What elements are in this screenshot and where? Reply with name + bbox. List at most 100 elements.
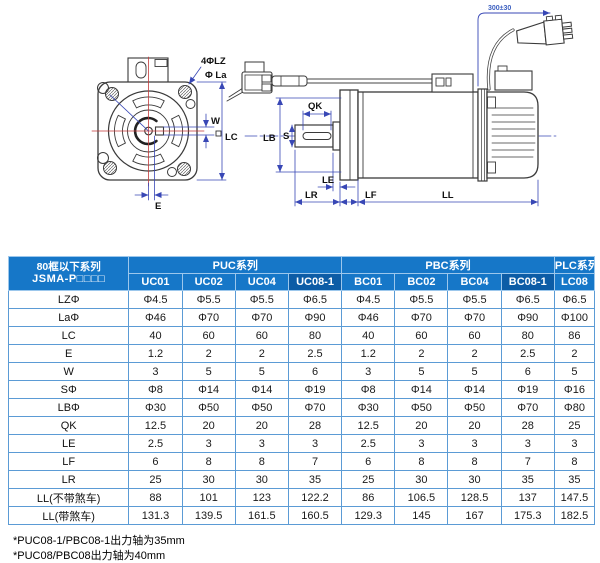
footnotes: *PUC08-1/PBC08-1出力轴为35mm *PUC08/PBC08出力轴… <box>13 534 600 563</box>
value-cell: 35 <box>287 470 343 489</box>
power-block <box>494 65 533 91</box>
value-cell: Φ70 <box>181 308 236 327</box>
value-cell: 30 <box>394 470 449 489</box>
value-cell: 8 <box>234 452 289 471</box>
power-plug <box>516 14 574 46</box>
value-cell: 3 <box>553 434 596 453</box>
value-cell: 123 <box>234 488 289 507</box>
value-cell: 12.5 <box>341 416 396 435</box>
table-row: LR 25 30 30 35 25 30 30 35 35 <box>7 470 596 489</box>
table-row: LL(带煞车) 131.3 139.5 161.5 160.5 129.3 145 167 17… <box>7 506 596 525</box>
value-cell: Φ50 <box>234 398 289 417</box>
value-cell: 25 <box>553 416 596 435</box>
value-cell: Φ46 <box>128 308 183 327</box>
value-cell: Φ70 <box>500 398 555 417</box>
value-cell: 5 <box>181 362 236 381</box>
value-cell: 160.5 <box>287 506 343 525</box>
table-row: LL(不带煞车) 88 101 123 122.2 86 106.5 128.5 137 147.… <box>7 488 596 507</box>
encoder-cable <box>306 78 433 84</box>
side-view: 300±30 QK LB S LE <box>226 5 574 207</box>
value-cell: 8 <box>181 452 236 471</box>
value-cell: 167 <box>447 506 502 525</box>
spec-table: 80框以下系列 JSMA-P□□□□ PUC系列 PBC系列 PLC系列 UC0… <box>7 256 596 525</box>
side-label-le: LE <box>322 175 334 186</box>
front-label-e: E <box>155 201 161 212</box>
value-cell: 147.5 <box>553 488 596 507</box>
table-row: LZΦ Φ4.5 Φ5.5 Φ5.5 Φ6.5 Φ4.5 Φ5.5 Φ5.5 Φ6.5 Φ6.5 <box>7 290 596 309</box>
value-cell: 2.5 <box>128 434 183 453</box>
value-cell: 60 <box>234 326 289 345</box>
value-cell: 35 <box>500 470 555 489</box>
value-cell: Φ14 <box>234 380 289 399</box>
value-cell: 20 <box>394 416 449 435</box>
value-cell: Φ19 <box>500 380 555 399</box>
value-cell: 5 <box>447 362 502 381</box>
value-cell: Φ50 <box>394 398 449 417</box>
value-cell: Φ30 <box>128 398 183 417</box>
separator-band <box>477 88 488 182</box>
value-cell: Φ5.5 <box>234 290 289 309</box>
cable-ferrule <box>271 75 308 87</box>
row-label: LL(不带煞车) <box>7 488 130 507</box>
value-cell: Φ100 <box>553 308 596 327</box>
side-label-lr: LR <box>305 190 318 201</box>
value-cell: 3 <box>181 434 236 453</box>
qk-dimension <box>302 110 332 131</box>
value-cell: 7 <box>287 452 343 471</box>
value-cell: 3 <box>234 434 289 453</box>
value-cell: 20 <box>234 416 289 435</box>
value-cell: 25 <box>341 470 396 489</box>
group-header-pbc: PBC系列 <box>341 256 555 274</box>
row-label: LR <box>7 470 130 489</box>
side-label-qk: QK <box>308 101 322 112</box>
row-label: LF <box>7 452 130 471</box>
value-cell: 182.5 <box>553 506 596 525</box>
column-header-BC04: BC04 <box>447 273 502 291</box>
value-cell: 12.5 <box>128 416 183 435</box>
value-cell: 3 <box>500 434 555 453</box>
value-cell: 60 <box>447 326 502 345</box>
value-cell: Φ8 <box>341 380 396 399</box>
value-cell: 80 <box>287 326 343 345</box>
lc-dimension <box>196 81 227 181</box>
shaft <box>294 124 334 148</box>
row-label: LL(带煞车) <box>7 506 130 525</box>
value-cell: 161.5 <box>234 506 289 525</box>
value-cell: 28 <box>500 416 555 435</box>
cable-length-dimension <box>477 10 551 87</box>
value-cell: 20 <box>181 416 236 435</box>
value-cell: 1.2 <box>341 344 396 363</box>
w-dimension <box>163 113 215 149</box>
value-cell: Φ90 <box>287 308 343 327</box>
value-cell: 2 <box>181 344 236 363</box>
table-row: QK 12.5 20 20 28 12.5 20 20 28 25 <box>7 416 596 435</box>
value-cell: 175.3 <box>500 506 555 525</box>
value-cell: 20 <box>447 416 502 435</box>
flange-slots <box>114 96 183 166</box>
value-cell: 129.3 <box>341 506 396 525</box>
side-label-ll: LL <box>442 190 454 201</box>
value-cell: Φ50 <box>447 398 502 417</box>
value-cell: 2.5 <box>500 344 555 363</box>
value-cell: Φ5.5 <box>394 290 449 309</box>
value-cell: 5 <box>394 362 449 381</box>
value-cell: 3 <box>341 362 396 381</box>
dimension-diagram: 4ΦLZ Φ La W LC E <box>91 5 574 212</box>
power-cable <box>486 28 515 91</box>
value-cell: Φ30 <box>341 398 396 417</box>
bolt-holes <box>97 82 196 177</box>
table-row: LF 6 8 8 7 6 8 8 7 8 <box>7 452 596 471</box>
value-cell: 28 <box>287 416 343 435</box>
value-cell: Φ14 <box>447 380 502 399</box>
value-cell: 60 <box>394 326 449 345</box>
value-cell: 122.2 <box>287 488 343 507</box>
value-cell: Φ5.5 <box>181 290 236 309</box>
spec-table-body: LZΦ Φ4.5 Φ5.5 Φ5.5 Φ6.5 Φ4.5 Φ5.5 Φ5.5 Φ6.5 Φ6.5 L… <box>7 290 596 525</box>
column-header-UC02: UC02 <box>181 273 236 291</box>
table-row: E 1.2 2 2 2.5 1.2 2 2 2.5 2 <box>7 344 596 363</box>
rear-housing <box>486 91 539 179</box>
cable-gland <box>431 73 474 93</box>
footnote-1: *PUC08-1/PBC08-1出力轴为35mm <box>13 535 185 547</box>
row-label: LZΦ <box>7 290 130 309</box>
